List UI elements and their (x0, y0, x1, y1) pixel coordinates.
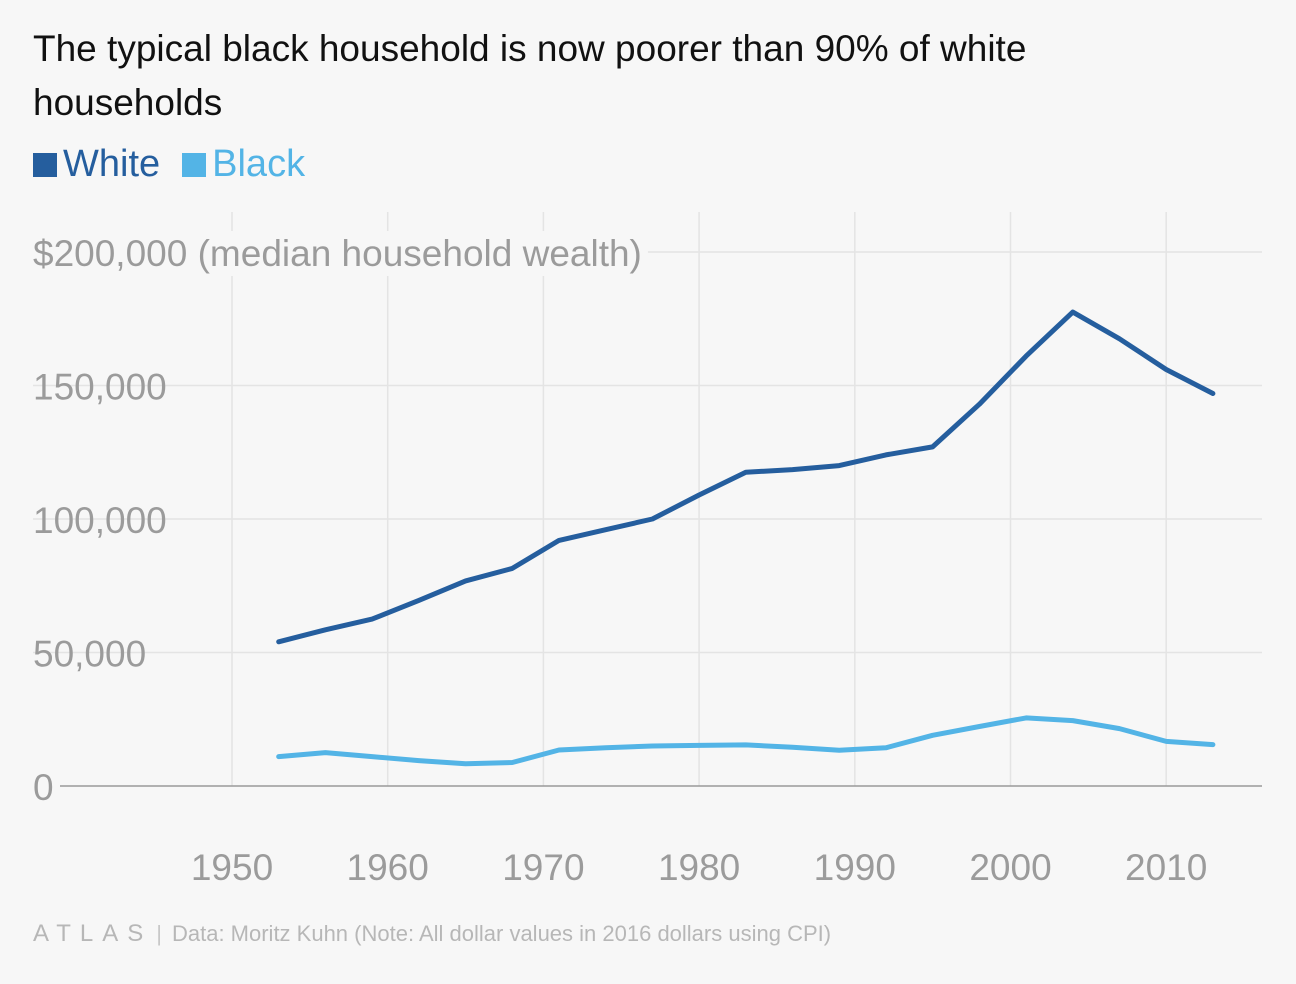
y-tick-label-200000: $200,000 (median household wealth) (33, 233, 642, 274)
x-tick-label-2000: 2000 (969, 847, 1051, 888)
y-tick-label-50000: 50,000 (33, 634, 146, 675)
series-line-white (276, 309, 1216, 645)
legend-swatch-black (182, 152, 207, 177)
legend: White Black (33, 143, 327, 186)
x-tick-label-2010: 2010 (1125, 847, 1207, 888)
legend-item-black: Black (182, 143, 305, 186)
x-tick-label-1990: 1990 (814, 847, 896, 888)
x-tick-label-1960: 1960 (347, 847, 429, 888)
y-label-background (27, 231, 648, 276)
legend-swatch-white (33, 152, 57, 177)
x-tick-label-1980: 1980 (658, 847, 740, 888)
y-tick-label-100000: 100,000 (33, 500, 167, 541)
series-line-black (276, 715, 1216, 767)
source-note: Data: Moritz Kuhn (Note: All dollar valu… (171, 921, 832, 946)
footer-separator: | (156, 921, 162, 946)
legend-item-white: White (33, 143, 160, 186)
brand-logo: ATLAS (33, 920, 153, 947)
x-tick-label-1950: 1950 (191, 847, 273, 888)
legend-label-white: White (63, 143, 161, 185)
y-tick-label-150000: 150,000 (33, 367, 167, 408)
legend-label-black: Black (212, 143, 306, 185)
chart-title: The typical black household is now poore… (33, 28, 1027, 123)
y-tick-label-0: 0 (33, 767, 54, 808)
x-tick-label-1970: 1970 (502, 847, 584, 888)
footer: ATLAS | Data: Moritz Kuhn (Note: All dol… (33, 920, 831, 948)
